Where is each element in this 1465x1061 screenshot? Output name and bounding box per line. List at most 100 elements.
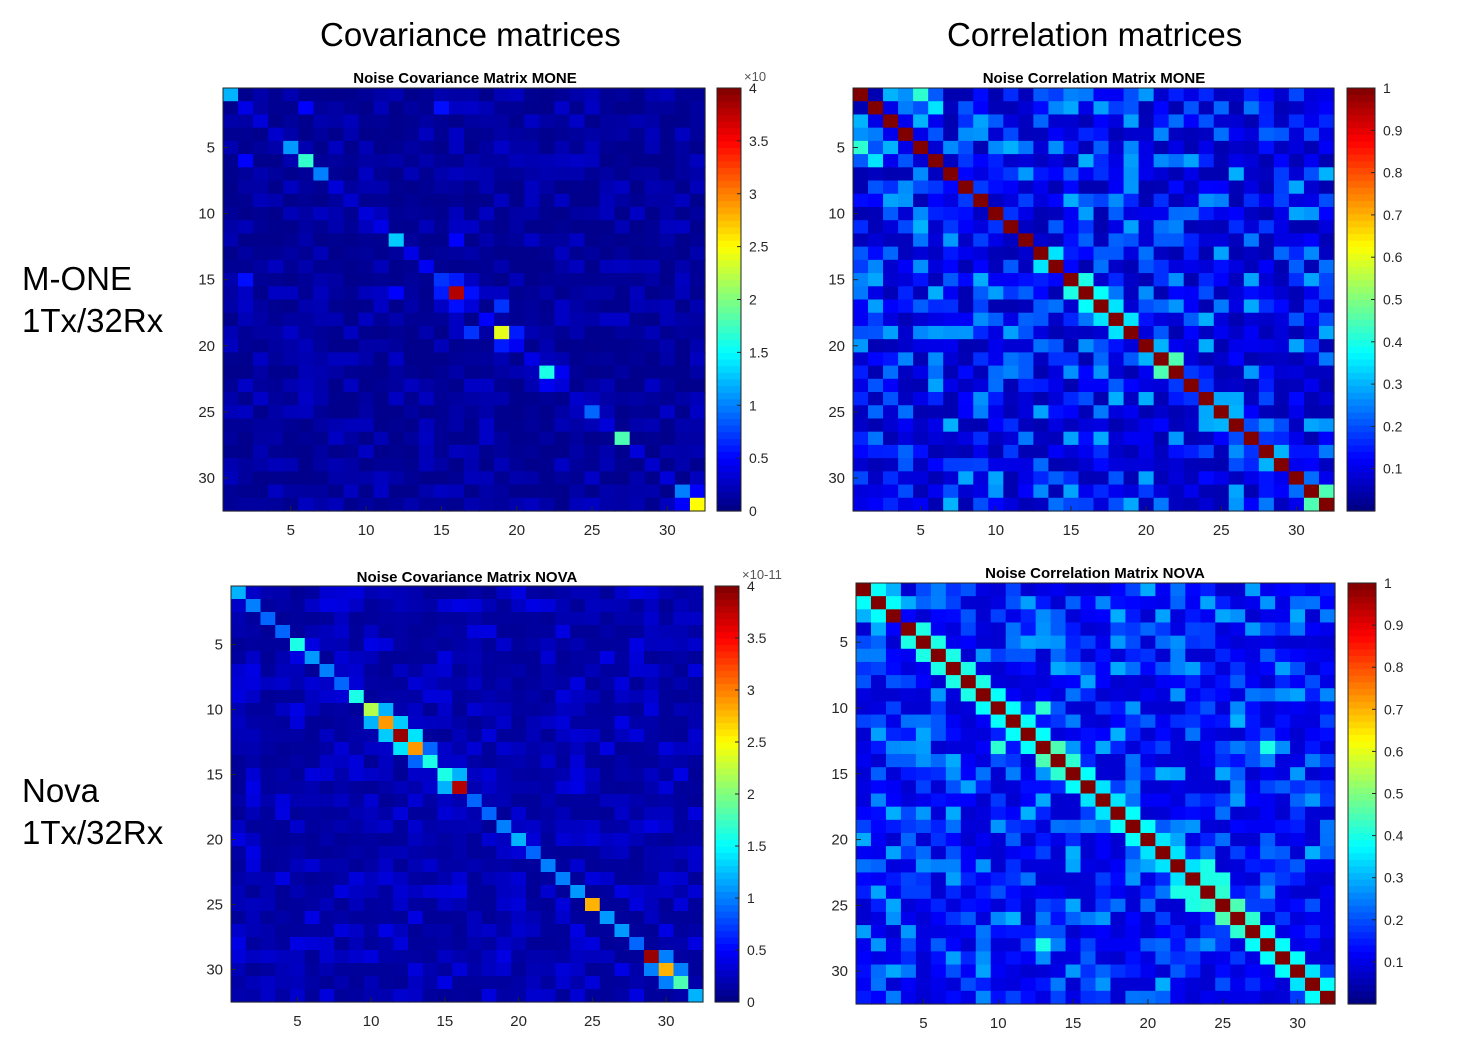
heatmap-cell — [511, 885, 527, 899]
heatmap-cell — [1258, 246, 1275, 261]
heatmap-cell — [481, 937, 498, 951]
heatmap-cell — [1125, 701, 1142, 716]
heatmap-cell — [1035, 977, 1052, 992]
heatmap-cell — [524, 325, 540, 340]
heatmap-cell — [1258, 484, 1275, 499]
colorbar-segment — [715, 956, 739, 964]
heatmap-cell — [1125, 793, 1142, 808]
heatmap-cell — [960, 596, 977, 610]
heatmap-cell — [1228, 206, 1245, 221]
heatmap-cell — [856, 648, 872, 663]
heatmap-cell — [584, 339, 601, 353]
heatmap-cell — [1183, 246, 1200, 261]
heatmap-cell — [674, 140, 691, 155]
heatmap-cell — [1063, 312, 1080, 327]
heatmap-cell — [1140, 885, 1156, 900]
heatmap-cell — [479, 405, 495, 420]
heatmap-cell — [915, 714, 932, 729]
heatmap-cell — [268, 180, 284, 195]
heatmap-cell — [388, 180, 405, 195]
heatmap-cell — [268, 259, 284, 274]
heatmap-cell — [1260, 609, 1276, 624]
heatmap-cell — [1125, 806, 1142, 821]
heatmap-cell — [526, 664, 542, 678]
heatmap-cell — [1138, 365, 1155, 380]
heatmap-cell — [629, 405, 646, 420]
heatmap-cell — [1005, 872, 1022, 887]
colorbar-segment — [1348, 925, 1376, 933]
heatmap-cell — [319, 586, 335, 600]
heatmap-cell — [614, 88, 631, 102]
heatmap-cell — [393, 924, 409, 938]
heatmap-cell — [363, 586, 380, 600]
heatmap-cell — [856, 859, 872, 874]
heatmap-cell — [883, 497, 899, 512]
heatmap-cell — [673, 950, 689, 964]
heatmap-cell — [1018, 246, 1034, 261]
colorbar-segment — [1348, 694, 1376, 703]
heatmap-cell — [1153, 392, 1170, 406]
heatmap-cell — [1033, 325, 1050, 340]
colorbar-segment — [715, 592, 739, 600]
heatmap-cell — [1138, 418, 1155, 433]
heatmap-cell — [883, 405, 899, 420]
heatmap-cell — [304, 755, 321, 769]
heatmap-cell — [943, 352, 959, 367]
heatmap-cell — [1318, 405, 1335, 420]
heatmap-cell — [1123, 352, 1140, 367]
heatmap-cell — [433, 339, 450, 353]
heatmap-cell — [1258, 497, 1275, 512]
heatmap-cell — [298, 444, 314, 459]
heatmap-cell — [1003, 220, 1019, 235]
heatmap-cell — [1065, 938, 1082, 952]
heatmap-cell — [1050, 964, 1067, 979]
heatmap-cell — [1258, 273, 1275, 287]
heatmap-cell — [1170, 609, 1186, 624]
colorbar-segment — [715, 982, 739, 990]
heatmap-cell — [644, 299, 661, 314]
heatmap-cell — [1138, 444, 1155, 459]
heatmap-cell — [1290, 806, 1306, 821]
colorbar-tick-label: 2.5 — [749, 239, 769, 255]
heatmap-cell — [913, 431, 929, 446]
heatmap-cell — [1305, 635, 1321, 650]
heatmap-cell — [388, 286, 405, 301]
heatmap-cell — [915, 951, 932, 966]
heatmap-cell — [448, 140, 465, 155]
heatmap-cell — [1050, 727, 1067, 742]
heatmap-cell — [268, 392, 284, 406]
heatmap-cell — [433, 154, 450, 168]
heatmap-cell — [688, 911, 704, 925]
heatmap-cell — [378, 820, 394, 834]
heatmap-cell — [975, 740, 992, 755]
heatmap-cell — [511, 872, 527, 886]
heatmap-cell — [238, 497, 254, 512]
heatmap-cell — [868, 299, 884, 314]
heatmap-cell — [464, 101, 480, 116]
heatmap-cell — [464, 114, 480, 129]
heatmap-cell — [448, 273, 465, 287]
heatmap-cell — [569, 458, 586, 472]
colorbar-segment — [715, 891, 739, 899]
heatmap-cell — [275, 976, 291, 990]
heatmap-cell — [433, 220, 450, 235]
heatmap-cell — [1213, 259, 1230, 274]
heatmap-cell — [526, 859, 542, 873]
x-tick-label: 20 — [1140, 1015, 1157, 1032]
heatmap-cell — [1108, 471, 1125, 486]
heatmap-cell — [1063, 286, 1080, 301]
heatmap-cell — [1318, 140, 1335, 155]
heatmap-cell — [1005, 688, 1022, 703]
heatmap-cell — [403, 220, 420, 235]
heatmap-cell — [943, 127, 959, 142]
heatmap-cell — [856, 925, 872, 939]
heatmap-cell — [479, 418, 495, 433]
y-tick-label: 20 — [206, 832, 223, 849]
colorbar-segment — [1347, 345, 1375, 353]
heatmap-cell — [467, 781, 483, 795]
heatmap-cell — [328, 471, 345, 486]
colorbar-segment — [717, 121, 741, 129]
heatmap-cell — [283, 299, 299, 314]
heatmap-cell — [526, 924, 542, 938]
heatmap-cell — [1198, 471, 1215, 486]
